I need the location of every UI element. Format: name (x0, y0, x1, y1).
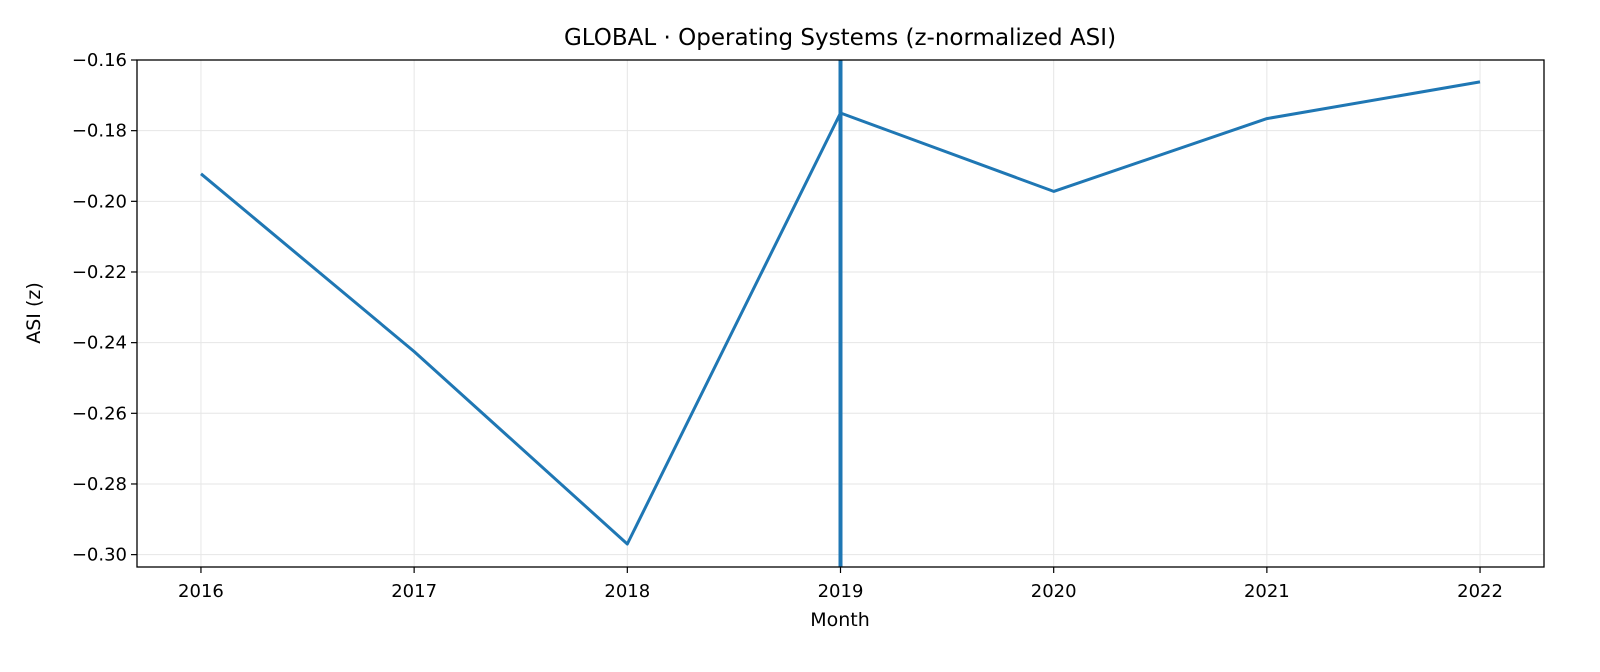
y-tick-label: −0.16 (72, 50, 127, 71)
x-tick-label: 2021 (1244, 581, 1290, 602)
x-axis: 2016 2017 2018 2019 2020 2021 2022 (178, 567, 1503, 602)
chart-title: GLOBAL · Operating Systems (z-normalized… (564, 25, 1116, 51)
x-tick-label: 2016 (178, 581, 224, 602)
x-tick-label: 2017 (391, 581, 437, 602)
plot-marks (200, 60, 1481, 567)
x-tick-label: 2022 (1457, 581, 1503, 602)
x-tick-label: 2018 (604, 581, 650, 602)
y-tick-label: −0.28 (72, 474, 127, 495)
y-tick-label: −0.26 (72, 403, 127, 424)
x-axis-label: Month (810, 609, 870, 631)
y-tick-label: −0.22 (72, 262, 127, 283)
y-tick-label: −0.30 (72, 545, 127, 566)
x-tick-label: 2020 (1031, 581, 1077, 602)
y-axis: −0.16 −0.18 −0.20 −0.22 −0.24 −0.26 −0.28 −0.30 (72, 50, 137, 566)
y-tick-label: −0.18 (72, 121, 127, 142)
y-axis-label: ASI (z) (23, 282, 45, 344)
y-tick-label: −0.24 (72, 333, 127, 354)
x-tick-label: 2019 (818, 581, 864, 602)
y-tick-label: −0.20 (72, 191, 127, 212)
